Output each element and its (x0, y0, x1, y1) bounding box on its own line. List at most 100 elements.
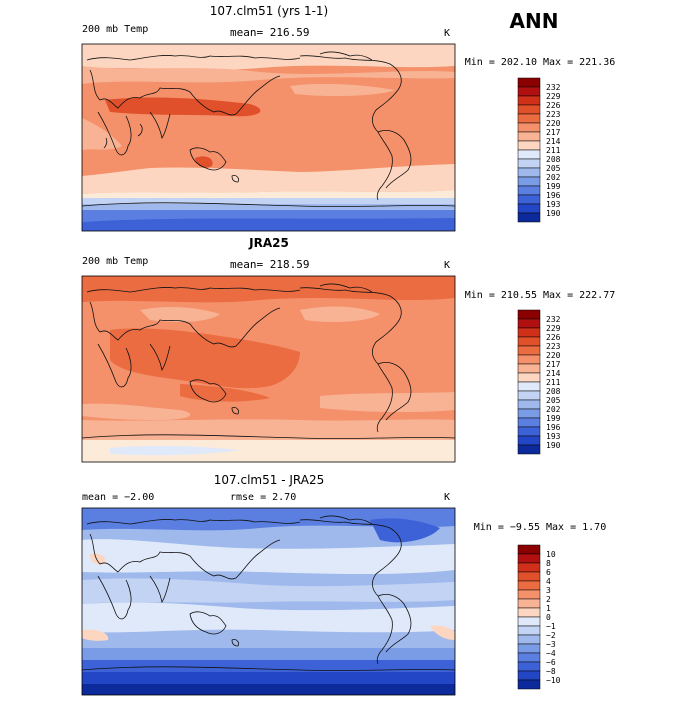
panel-2-left-label: 200 mb Temp (82, 256, 148, 267)
colorbar-box (517, 562, 541, 573)
colorbar-box (517, 435, 541, 446)
colorbar-box (517, 372, 541, 383)
colorbar-box (517, 185, 541, 196)
colorbar-tick-label: 199 (546, 414, 561, 423)
colorbar-tick-label: 199 (546, 182, 561, 191)
panel-2-units: K (444, 260, 450, 271)
panel-3: 107.clm51 - JRA25 mean = −2.00 rmse = 2.… (81, 473, 606, 696)
colorbar-box (517, 167, 541, 178)
colorbar-tick-label: 223 (546, 110, 561, 119)
colorbar-box (517, 399, 541, 410)
colorbar-tick-label: 205 (546, 396, 561, 405)
panel-3-units: K (444, 492, 450, 503)
colorbar-tick-label: 211 (546, 146, 561, 155)
panel-1-title: 107.clm51 (yrs 1-1) (210, 4, 329, 18)
panel-3-min-max: Min = −9.55 Max = 1.70 (474, 522, 606, 533)
colorbar-box (517, 354, 541, 365)
colorbar-tick-label: 10 (546, 550, 556, 559)
colorbar-box (517, 140, 541, 151)
panel-3-title: 107.clm51 - JRA25 (214, 473, 324, 487)
panel-3-map (81, 507, 456, 696)
colorbar-box (517, 607, 541, 618)
panel-2-center-label: mean= 218.59 (230, 258, 309, 271)
panel-3-center-label: rmse = 2.70 (230, 492, 296, 503)
colorbar-tick-label: −6 (546, 658, 556, 667)
colorbar-box (517, 176, 541, 187)
colorbar-tick-label: 229 (546, 324, 561, 333)
colorbar-box (517, 571, 541, 582)
colorbar-tick-label: 226 (546, 101, 561, 110)
panel-2: JRA25 200 mb Temp mean= 218.59 K (81, 236, 616, 463)
panel-1: 107.clm51 (yrs 1-1) 200 mb Temp mean= 21… (81, 4, 615, 232)
panel-1-colorbar: 2322292262232202172142112082052021991961… (517, 77, 561, 223)
colorbar-box (517, 444, 541, 455)
colorbar-tick-label: 193 (546, 200, 561, 209)
colorbar-box (517, 212, 541, 223)
panel-1-map (81, 43, 456, 232)
colorbar-tick-label: −10 (546, 676, 561, 685)
colorbar-box (517, 580, 541, 591)
season-label: ANN (510, 9, 559, 33)
colorbar-tick-label: 3 (546, 586, 551, 595)
colorbar-box (517, 634, 541, 645)
panel-2-map (81, 275, 456, 463)
colorbar-box (517, 643, 541, 654)
colorbar-box (517, 661, 541, 672)
colorbar-box (517, 390, 541, 401)
colorbar-tick-label: 6 (546, 568, 551, 577)
colorbar-tick-label: 205 (546, 164, 561, 173)
colorbar-tick-label: 223 (546, 342, 561, 351)
colorbar-box (517, 363, 541, 374)
colorbar-tick-label: 2 (546, 595, 551, 604)
colorbar-box (517, 589, 541, 600)
colorbar-box (517, 553, 541, 564)
colorbar-tick-label: 193 (546, 432, 561, 441)
panel-2-title: JRA25 (248, 236, 289, 250)
colorbar-tick-label: 202 (546, 405, 561, 414)
colorbar-tick-label: 232 (546, 315, 561, 324)
colorbar-box (517, 598, 541, 609)
colorbar-box (517, 318, 541, 329)
panel-1-center-label: mean= 216.59 (230, 26, 309, 39)
colorbar-tick-label: 217 (546, 360, 561, 369)
colorbar-box (517, 149, 541, 160)
colorbar-box (517, 544, 541, 555)
panel-2-min-max: Min = 210.55 Max = 222.77 (465, 290, 616, 301)
colorbar-tick-label: 220 (546, 119, 561, 128)
colorbar-tick-label: 208 (546, 387, 561, 396)
colorbar-box (517, 652, 541, 663)
colorbar-box (517, 131, 541, 142)
colorbar-tick-label: 4 (546, 577, 551, 586)
colorbar-tick-label: −1 (546, 622, 556, 631)
colorbar-box (517, 426, 541, 437)
colorbar-tick-label: 220 (546, 351, 561, 360)
colorbar-tick-label: 229 (546, 92, 561, 101)
colorbar-tick-label: 8 (546, 559, 551, 568)
colorbar-tick-label: −3 (546, 640, 556, 649)
colorbar-tick-label: 1 (546, 604, 551, 613)
colorbar-tick-label: 190 (546, 209, 561, 218)
colorbar-tick-label: 0 (546, 613, 551, 622)
panel-1-left-label: 200 mb Temp (82, 24, 148, 35)
colorbar-box (517, 336, 541, 347)
colorbar-box (517, 381, 541, 392)
colorbar-tick-label: 190 (546, 441, 561, 450)
colorbar-box (517, 327, 541, 338)
colorbar-tick-label: −8 (546, 667, 556, 676)
panel-2-colorbar: 2322292262232202172142112082052021991961… (517, 309, 561, 455)
colorbar-box (517, 616, 541, 627)
colorbar-box (517, 194, 541, 205)
colorbar-tick-label: 214 (546, 369, 561, 378)
colorbar-tick-label: 214 (546, 137, 561, 146)
colorbar-tick-label: −4 (546, 649, 556, 658)
panel-1-units: K (444, 28, 450, 39)
colorbar-box (517, 679, 541, 690)
colorbar-box (517, 86, 541, 97)
colorbar-tick-label: 232 (546, 83, 561, 92)
colorbar-box (517, 309, 541, 320)
colorbar-tick-label: 196 (546, 191, 561, 200)
colorbar-box (517, 104, 541, 115)
